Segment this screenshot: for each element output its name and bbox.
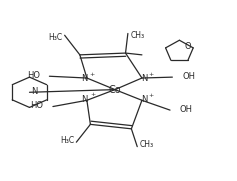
Text: +: + [90,92,95,97]
Text: N: N [31,87,37,96]
Text: N: N [141,95,147,104]
Text: HO: HO [31,101,44,110]
Text: O: O [184,43,191,51]
Text: CH₃: CH₃ [130,31,144,40]
Text: N: N [81,74,88,83]
Text: Co: Co [109,85,121,95]
Text: N: N [141,74,147,83]
Text: +: + [89,72,95,77]
Text: H₃C: H₃C [60,136,74,145]
Text: H₃C: H₃C [48,33,62,41]
Text: OH: OH [182,72,195,81]
Text: HO: HO [27,71,40,80]
Text: OH: OH [180,105,193,114]
Text: CH₃: CH₃ [140,140,154,149]
Text: N: N [81,95,88,104]
Text: +: + [148,93,153,98]
Text: +: + [148,72,153,77]
